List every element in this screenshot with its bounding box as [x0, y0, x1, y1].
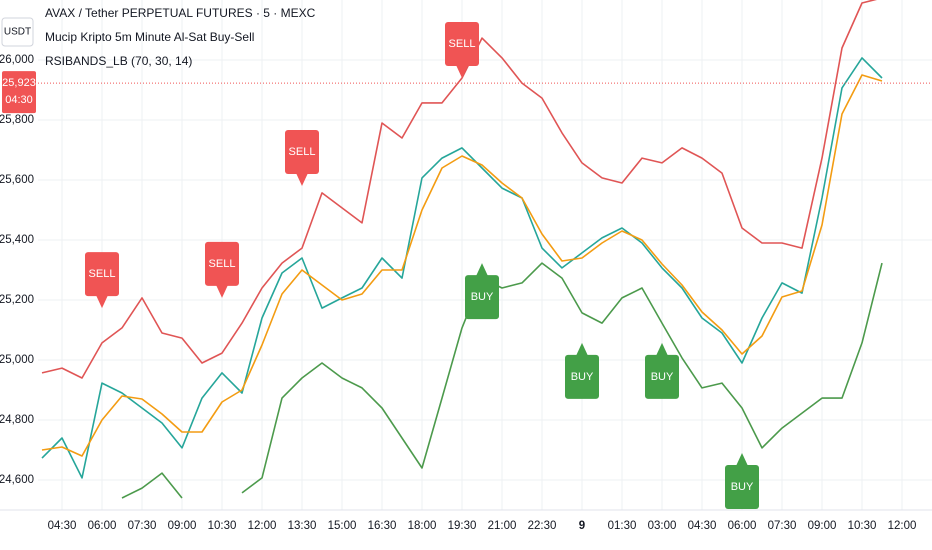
signal-arrow: [296, 173, 308, 186]
y-tick-label: 25,600: [0, 174, 34, 186]
signal-box: [85, 252, 119, 297]
signal-box: [565, 354, 599, 399]
signal-label: SELL: [449, 38, 476, 50]
signal-marker: BUY: [725, 453, 759, 509]
signal-arrow: [96, 295, 108, 309]
indicator-label: RSIBANDS_LB (70, 30, 14): [45, 54, 192, 68]
y-tick-label: 25,800: [0, 114, 34, 126]
series-line: [41, 57, 883, 479]
x-tick-label: 01:30: [608, 520, 637, 532]
signal-marker: SELL: [85, 252, 119, 309]
signal-marker: SELL: [445, 22, 479, 78]
signal-marker: BUY: [645, 342, 679, 399]
signal-marker: SELL: [205, 241, 239, 298]
x-tick-label: 09:00: [808, 520, 837, 532]
signal-arrow: [216, 284, 228, 298]
x-tick-label: 10:30: [848, 520, 877, 532]
price-badge-value: 25,923: [2, 77, 36, 89]
x-tick-label: 07:30: [128, 520, 157, 532]
x-tick-label: 22:30: [528, 520, 557, 532]
x-tick-label: 9: [579, 520, 585, 532]
signal-box: [645, 354, 679, 399]
signal-arrow: [456, 65, 468, 78]
y-tick-label: 25,200: [0, 294, 34, 306]
x-tick-label: 04:30: [688, 520, 717, 532]
signal-box: [285, 130, 319, 174]
signal-label: SELL: [209, 258, 236, 270]
currency-label[interactable]: USDT: [4, 27, 31, 38]
x-tick-label: 07:30: [768, 520, 797, 532]
signal-marker: SELL: [285, 130, 319, 186]
x-axis-band: [0, 510, 932, 550]
y-tick-label: 25,400: [0, 234, 34, 246]
overlay: USDT AVAX / Tether PERPETUAL FUTURES · 5…: [1, 6, 316, 114]
y-tick-label: 24,800: [0, 414, 34, 426]
signal-box: [725, 465, 759, 509]
chart-title: AVAX / Tether PERPETUAL FUTURES · 5 · ME…: [45, 6, 316, 20]
signal-box: [205, 241, 239, 286]
x-tick-label: 16:30: [368, 520, 397, 532]
x-tick-label: 10:30: [208, 520, 237, 532]
x-tick-label: 13:30: [288, 520, 317, 532]
signal-box: [465, 275, 499, 320]
price-badge-countdown: 04:30: [5, 94, 33, 106]
signal-label: BUY: [571, 371, 594, 383]
series-line: [121, 262, 883, 499]
signal-label: SELL: [289, 146, 316, 158]
signal-arrow: [576, 342, 588, 356]
x-tick-label: 06:00: [728, 520, 757, 532]
x-tick-label: 09:00: [168, 520, 197, 532]
signal-arrow: [656, 342, 668, 356]
axes: 24,600 24,800 25,000 25,200 25,400 25,600 25,8…: [0, 54, 932, 550]
x-tick-label: 03:00: [648, 520, 677, 532]
signal-label: BUY: [731, 481, 754, 493]
x-tick-label: 12:00: [888, 520, 917, 532]
y-tick-label: 24,600: [0, 474, 34, 486]
y-tick-label: 25,000: [0, 354, 34, 366]
signal-label: BUY: [651, 371, 674, 383]
grid: [38, 0, 932, 510]
x-tick-label: 06:00: [88, 520, 117, 532]
series-line: [41, 74, 883, 457]
signal-marker: BUY: [465, 263, 499, 320]
y-tick-label: 26,000: [0, 54, 34, 66]
signal-marker: BUY: [565, 342, 599, 399]
price-badge: [2, 71, 36, 114]
signal-label: SELL: [89, 268, 116, 280]
x-tick-label: 18:00: [408, 520, 437, 532]
x-tick-label: 19:30: [448, 520, 477, 532]
x-tick-label: 15:00: [328, 520, 357, 532]
signal-label: BUY: [471, 291, 494, 303]
plot-area: SELL SELL SELL SELL BUY BUY BUY BUY: [38, 0, 932, 509]
signal-box: [445, 22, 479, 66]
currency-button[interactable]: [1, 17, 34, 47]
x-tick-label: 04:30: [48, 520, 77, 532]
x-tick-label: 21:00: [488, 520, 517, 532]
signal-arrow: [736, 453, 748, 466]
signal-arrow: [476, 263, 488, 277]
x-tick-label: 12:00: [248, 520, 277, 532]
chart-subtitle: Mucip Kripto 5m Minute Al-Sat Buy-Sell: [45, 30, 254, 44]
